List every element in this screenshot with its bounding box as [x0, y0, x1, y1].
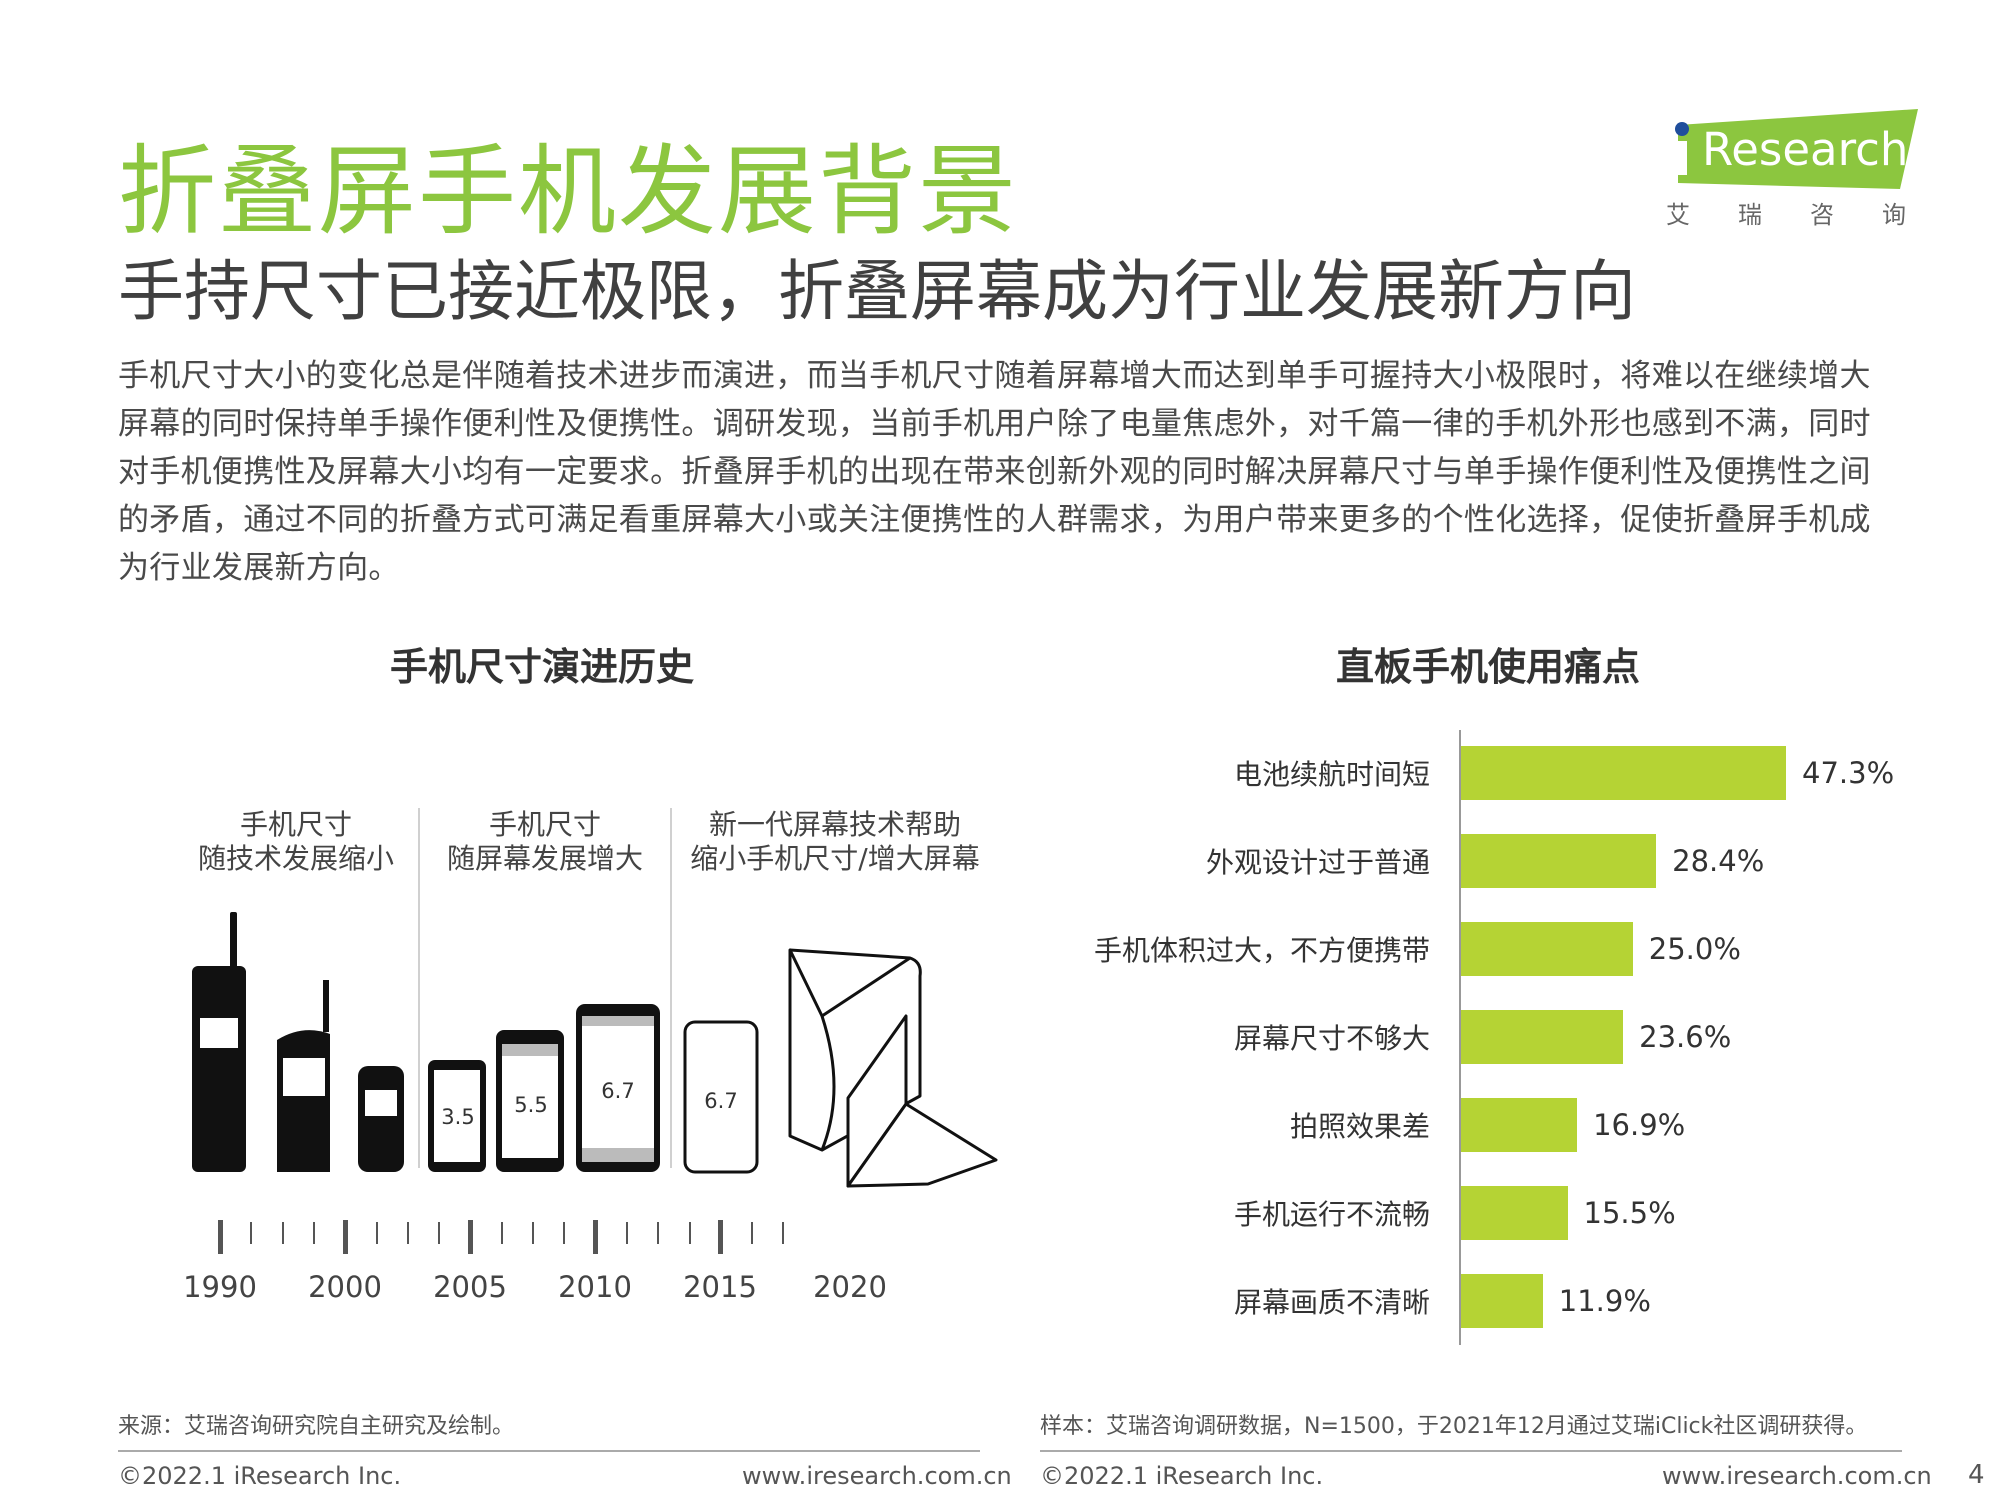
timeline-minor-tick	[406, 1222, 409, 1244]
bar	[1461, 1010, 1624, 1064]
screen-size-label: 3.5	[441, 1105, 474, 1129]
smartphone-6-7-icon	[576, 1004, 660, 1172]
screen-size-label: 5.5	[514, 1093, 547, 1117]
bar	[1461, 746, 1786, 800]
sample-note: 样本：艾瑞咨询调研数据，N=1500，于2021年12月通过艾瑞iClick社区…	[1040, 1414, 1868, 1439]
era-label-foldable: 新一代屏幕技术帮助 缩小手机尺寸/增大屏幕	[680, 808, 990, 876]
logo-text: Research	[1702, 123, 1909, 176]
bar-value-label: 11.9%	[1558, 1284, 1651, 1318]
era-label-line: 缩小手机尺寸/增大屏幕	[690, 842, 980, 875]
iresearch-logo: Research 艾 瑞 咨 询	[1660, 105, 1920, 230]
logo-cn-text: 艾 瑞 咨 询	[1666, 195, 1906, 230]
source-note: 来源：艾瑞咨询研究院自主研究及绘制。	[118, 1414, 515, 1439]
logo-cn-char: 艾	[1666, 201, 1690, 229]
era-label-grow: 手机尺寸 随屏幕发展增大	[440, 808, 650, 876]
timeline-minor-tick	[657, 1222, 660, 1244]
bar-category-label: 屏幕画质不清晰	[1233, 1286, 1430, 1319]
bar-category-label: 手机体积过大，不方便携带	[1093, 934, 1430, 967]
year-label: 2005	[433, 1270, 507, 1304]
timeline-minor-tick	[250, 1222, 253, 1244]
timeline-major-tick	[467, 1220, 473, 1254]
bar-value-label: 25.0%	[1648, 932, 1741, 966]
left-panel-title: 手机尺寸演进历史	[390, 645, 695, 689]
chart-axis-line	[1459, 730, 1461, 1345]
page-number: 4	[1968, 1460, 1985, 1490]
era-divider	[670, 808, 672, 1168]
mini-phone-icon	[358, 1066, 404, 1172]
timeline-major-tick	[593, 1220, 599, 1254]
brick-phone-icon	[192, 912, 246, 1172]
timeline-minor-tick	[281, 1222, 284, 1244]
logo-cn-char: 咨	[1810, 201, 1834, 229]
bar-category-label: 外观设计过于普通	[1205, 846, 1430, 879]
timeline-major-tick	[342, 1220, 348, 1254]
bar-value-label: 16.9%	[1593, 1108, 1686, 1142]
era-label-shrink: 手机尺寸 随技术发展缩小	[196, 808, 396, 876]
screen-size-label: 6.7	[704, 1089, 737, 1113]
timeline-minor-tick	[782, 1222, 785, 1244]
timeline-major-tick	[718, 1220, 724, 1254]
bar-category-label: 拍照效果差	[1289, 1110, 1430, 1143]
logo-cn-char: 瑞	[1738, 201, 1762, 229]
timeline-minor-tick	[625, 1222, 628, 1244]
copyright-left: ©2022.1 iResearch Inc.	[118, 1462, 402, 1490]
timeline-minor-tick	[688, 1222, 691, 1244]
era-label-line: 手机尺寸	[488, 808, 601, 841]
timeline-minor-tick	[751, 1222, 754, 1244]
year-label: 2010	[558, 1270, 632, 1304]
footer-divider	[118, 1450, 980, 1452]
bar-value-label: 28.4%	[1672, 844, 1765, 878]
bar-category-label: 电池续航时间短	[1233, 758, 1430, 791]
timeline-minor-tick	[375, 1222, 378, 1244]
bar	[1461, 1098, 1578, 1152]
candybar-phone-icon	[277, 980, 330, 1172]
timeline-minor-tick	[500, 1222, 503, 1244]
screen-size-label: 6.7	[601, 1079, 634, 1103]
chart-title: 直板手机使用痛点	[1336, 645, 1641, 689]
bar	[1461, 922, 1633, 976]
bar	[1461, 834, 1657, 888]
logo-cn-char: 询	[1882, 201, 1906, 229]
website-left: www.iresearch.com.cn	[742, 1462, 1012, 1490]
timeline-major-tick	[217, 1220, 223, 1254]
intro-paragraph: 手机尺寸大小的变化总是伴随着技术进步而演进，而当手机尺寸随着屏幕增大而达到单手可…	[118, 358, 1871, 586]
era-label-line: 随技术发展缩小	[197, 842, 394, 875]
outline-phone-icon	[683, 1020, 759, 1174]
timeline-minor-tick	[312, 1222, 315, 1244]
bar-value-label: 47.3%	[1802, 756, 1895, 790]
page-title: 折叠屏手机发展背景	[118, 135, 1019, 249]
era-label-line: 手机尺寸	[239, 808, 352, 841]
footer-divider	[1040, 1450, 1902, 1452]
era-label-line: 随屏幕发展增大	[446, 842, 643, 875]
era-divider	[418, 808, 420, 1168]
bar-category-label: 手机运行不流畅	[1233, 1198, 1430, 1231]
smartphone-5-5-icon	[496, 1030, 564, 1172]
timeline-minor-tick	[563, 1222, 566, 1244]
smartphone-3-5-icon	[428, 1060, 486, 1172]
timeline-minor-tick	[532, 1222, 534, 1244]
copyright-right: ©2022.1 iResearch Inc.	[1040, 1462, 1324, 1490]
logo-banner-icon	[1675, 109, 1918, 189]
foldable-book-phone-icon	[788, 948, 922, 1152]
bar-category-label: 屏幕尺寸不够大	[1233, 1022, 1430, 1055]
foldable-clamshell-phone-icon	[846, 1014, 998, 1188]
bar	[1461, 1186, 1568, 1240]
page-subtitle: 手持尺寸已接近极限，折叠屏幕成为行业发展新方向	[118, 253, 1636, 330]
bar	[1461, 1274, 1543, 1328]
timeline-minor-tick	[438, 1222, 441, 1244]
year-label: 2000	[308, 1270, 382, 1304]
year-label: 1990	[183, 1270, 257, 1304]
era-label-line: 新一代屏幕技术帮助	[708, 808, 961, 841]
bar-value-label: 15.5%	[1583, 1196, 1676, 1230]
year-label: 2020	[813, 1270, 887, 1304]
bar-value-label: 23.6%	[1639, 1020, 1732, 1054]
year-label: 2015	[683, 1270, 757, 1304]
website-right: www.iresearch.com.cn	[1662, 1462, 1932, 1490]
